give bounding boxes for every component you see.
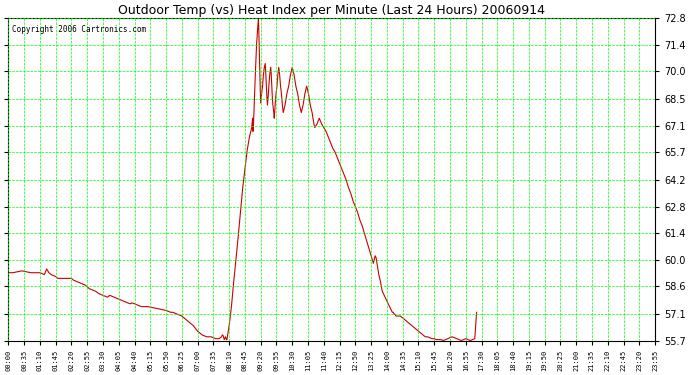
Title: Outdoor Temp (vs) Heat Index per Minute (Last 24 Hours) 20060914: Outdoor Temp (vs) Heat Index per Minute …	[118, 4, 545, 17]
Text: Copyright 2006 Cartronics.com: Copyright 2006 Cartronics.com	[12, 25, 146, 34]
